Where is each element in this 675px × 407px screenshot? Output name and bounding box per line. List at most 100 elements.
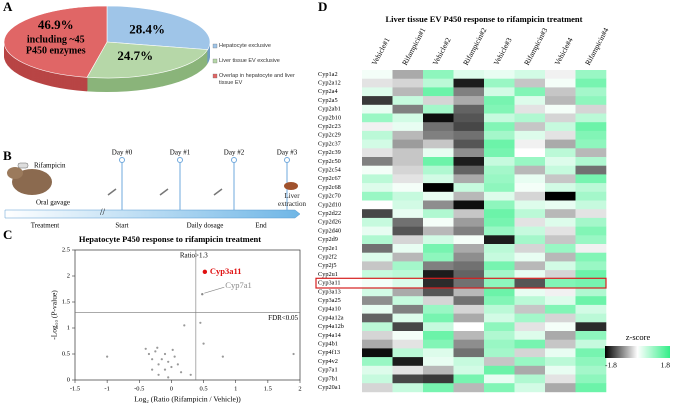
heatmap-cell — [392, 217, 424, 227]
heatmap-cell — [484, 200, 515, 210]
heatmap-cell — [453, 278, 485, 288]
drug-label: Rifampicin — [34, 162, 66, 170]
heatmap-cell — [484, 244, 515, 253]
heatmap-cell — [514, 348, 546, 358]
y-tick-label: 0 — [67, 376, 70, 383]
heatmap-cell — [362, 304, 393, 314]
heatmap-cell — [362, 313, 393, 323]
row-label: Cyp2c50 — [318, 158, 341, 165]
heatmap-cell — [575, 104, 607, 114]
heatmap-cell — [362, 78, 393, 88]
heatmap-cell — [575, 374, 607, 384]
panel-label: D — [318, 0, 327, 14]
heatmap-cell — [453, 313, 485, 323]
heatmap-cell — [423, 104, 454, 114]
heatmap-cell — [453, 174, 485, 184]
heatmap-cell — [362, 148, 393, 158]
heatmap-cell — [514, 270, 546, 280]
heatmap-cell — [484, 348, 515, 358]
heatmap-cell — [484, 374, 515, 384]
heatmap-cell — [423, 217, 454, 227]
heatmap-cell — [453, 104, 485, 114]
heatmap-cell — [575, 357, 607, 367]
heatmap-cell — [484, 191, 515, 201]
heatmap-cell — [545, 217, 576, 227]
pie-annotation: including ~45 — [27, 35, 85, 46]
heatmap-cell — [514, 209, 546, 219]
point — [154, 350, 157, 353]
heatmap-cell — [545, 113, 576, 123]
heatmap-cell — [545, 357, 576, 367]
heatmap-cell — [362, 122, 393, 132]
heatmap-cell — [484, 252, 515, 262]
heatmap-cell — [484, 157, 515, 166]
day-marker — [231, 157, 237, 163]
heatmap-cell — [423, 296, 454, 306]
heatmap-cell — [514, 157, 546, 166]
heatmap-cell — [514, 235, 546, 245]
heatmap-cell — [362, 383, 393, 393]
point-label: Cyp3a11 — [210, 266, 242, 276]
heatmap-cell — [514, 244, 546, 253]
heatmap-cell — [575, 174, 607, 184]
heatmap-cell — [453, 78, 485, 88]
heatmap-cell — [575, 122, 607, 132]
heatmap-cell — [423, 244, 454, 253]
heatmap-cell — [575, 296, 607, 306]
heatmap-cell — [484, 287, 515, 297]
heatmap-cell — [514, 70, 546, 79]
row-label: Cyp2u1 — [318, 271, 338, 278]
row-label: Cyp4a10 — [318, 306, 341, 313]
point — [183, 324, 186, 327]
heatmap-cell — [423, 122, 454, 132]
point — [292, 352, 295, 356]
heatmap-cell — [423, 383, 454, 393]
heatmap-cell — [484, 339, 515, 349]
heatmap-cell — [545, 87, 576, 97]
point — [160, 358, 163, 361]
heatmap-cell — [545, 313, 576, 323]
row-label: Cyp3a25 — [318, 297, 341, 304]
phase-label: Start — [115, 222, 128, 230]
heatmap-cell — [484, 217, 515, 227]
point — [171, 348, 174, 351]
heatmap-cell — [392, 96, 424, 106]
row-label: Cyp2c67 — [318, 175, 341, 182]
heatmap-cell — [453, 383, 485, 393]
day-label: Day #2 — [224, 149, 245, 157]
colorbar — [605, 346, 670, 358]
row-label: Cyp2ab1 — [318, 106, 341, 113]
heatmap-cell — [423, 331, 454, 340]
point — [167, 376, 170, 379]
reference-label: FDR<0.05 — [268, 314, 298, 322]
heatmap-cell — [423, 374, 454, 384]
heatmap-cell — [514, 78, 546, 88]
heatmap-cell — [392, 200, 424, 210]
heatmap-cell — [423, 183, 454, 193]
heatmap-cell — [484, 104, 515, 114]
pie-value-label: 46.9% — [38, 17, 74, 32]
heatmap-cell — [575, 200, 607, 210]
y-tick-label: 1.5 — [62, 298, 70, 305]
heatmap-cell — [423, 96, 454, 106]
heatmap-cell — [362, 200, 393, 210]
heatmap-cell — [423, 226, 454, 236]
heatmap-cell — [423, 148, 454, 158]
heatmap-cell — [545, 157, 576, 166]
heatmap-cell — [484, 383, 515, 393]
heatmap-cell — [514, 296, 546, 306]
day-marker — [284, 157, 290, 163]
heatmap-cell — [514, 313, 546, 323]
heatmap-cell — [392, 348, 424, 358]
mouse-head — [7, 167, 23, 179]
day-label: Day #3 — [277, 149, 298, 157]
point — [157, 363, 160, 366]
point — [173, 355, 176, 358]
heatmap-cell — [392, 331, 424, 340]
heatmap-cell — [545, 226, 576, 236]
heatmap-cell — [514, 252, 546, 262]
heatmap-cell — [514, 331, 546, 340]
heatmap-cell — [392, 365, 424, 375]
point — [167, 360, 170, 363]
